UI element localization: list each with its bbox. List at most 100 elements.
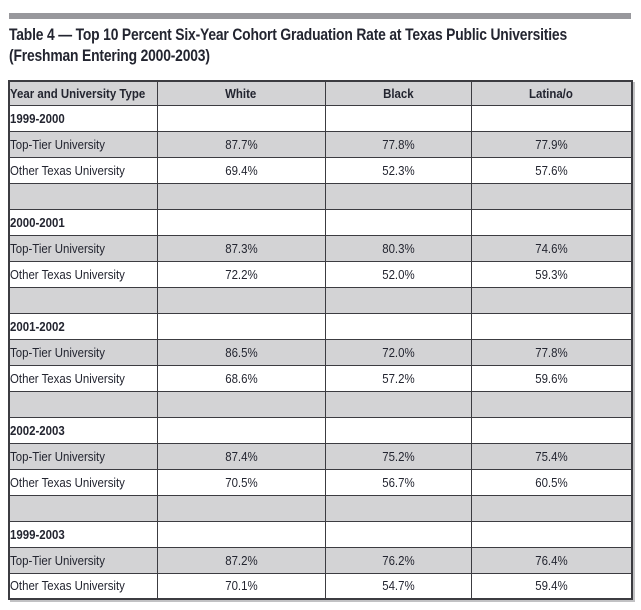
table-row: Top-Tier University 87.7% 77.8% 77.9% <box>8 130 633 158</box>
value: 59.4% <box>535 578 568 594</box>
year-cell: 2000-2001 <box>8 208 158 236</box>
value-cell-black: 72.0% <box>324 338 472 366</box>
value-cell-white: 87.7% <box>156 130 326 158</box>
empty-cell <box>470 494 633 522</box>
table-row: Top-Tier University 87.4% 75.2% 75.4% <box>8 442 633 470</box>
value: 59.3% <box>535 266 568 282</box>
empty-cell <box>156 494 326 522</box>
year-label: 2002-2003 <box>10 422 65 438</box>
table-row: Top-Tier University 87.2% 76.2% 76.4% <box>8 546 633 574</box>
spacer-row <box>8 286 633 314</box>
value-cell-black: 57.2% <box>324 364 472 392</box>
value-cell-black: 75.2% <box>324 442 472 470</box>
value: 87.4% <box>224 448 258 464</box>
value-cell-latinao: 75.4% <box>470 442 633 470</box>
empty-cell <box>156 286 326 314</box>
table-row: Top-Tier University 86.5% 72.0% 77.8% <box>8 338 633 366</box>
spacer-row <box>8 494 633 522</box>
empty-cell <box>324 286 472 314</box>
row-label-cell: Other Texas University <box>8 156 158 184</box>
value-cell-black: 56.7% <box>324 468 472 496</box>
value-cell-black: 52.0% <box>324 260 472 288</box>
empty-cell <box>324 416 472 444</box>
empty-cell <box>156 312 326 340</box>
spacer-row <box>8 182 633 210</box>
empty-cell <box>324 390 472 418</box>
empty-cell <box>156 390 326 418</box>
row-label: Other Texas University <box>10 266 125 282</box>
empty-cell <box>470 416 633 444</box>
table-row: Other Texas University 70.1% 54.7% 59.4% <box>8 572 633 600</box>
value: 57.6% <box>535 162 568 178</box>
value-cell-white: 87.2% <box>156 546 326 574</box>
empty-cell <box>324 312 472 340</box>
empty-cell <box>470 390 633 418</box>
value: 80.3% <box>381 240 415 256</box>
year-cell: 2001-2002 <box>8 312 158 340</box>
empty-cell <box>470 104 633 132</box>
row-label: Other Texas University <box>10 474 125 490</box>
empty-cell <box>156 520 326 548</box>
header-black: Black <box>324 80 472 106</box>
year-row: 1999-2003 <box>8 520 633 548</box>
value: 72.2% <box>224 266 258 282</box>
row-label: Other Texas University <box>10 370 125 386</box>
header-white: White <box>156 80 326 106</box>
value: 86.5% <box>224 344 258 360</box>
row-label: Other Texas University <box>10 162 125 178</box>
row-label-cell: Top-Tier University <box>8 338 158 366</box>
value-cell-latinao: 59.3% <box>470 260 633 288</box>
empty-cell <box>8 390 158 418</box>
value: 76.4% <box>535 552 568 568</box>
header-label: Latina/o <box>529 85 574 101</box>
header-year-university-type: Year and University Type <box>8 80 158 106</box>
empty-cell <box>470 208 633 236</box>
row-label-cell: Other Texas University <box>8 364 158 392</box>
value-cell-white: 87.4% <box>156 442 326 470</box>
value: 60.5% <box>535 474 568 490</box>
value-cell-white: 70.1% <box>156 572 326 600</box>
table-row: Other Texas University 68.6% 57.2% 59.6% <box>8 364 633 392</box>
graduation-rate-table: Year and University Type White Black Lat… <box>8 80 633 600</box>
empty-cell <box>324 494 472 522</box>
empty-cell <box>156 182 326 210</box>
value: 75.4% <box>535 448 568 464</box>
year-label: 2000-2001 <box>10 214 65 230</box>
table-title-line2: (Freshman Entering 2000-2003) <box>9 47 210 65</box>
row-label-cell: Other Texas University <box>8 468 158 496</box>
value: 72.0% <box>381 344 415 360</box>
row-label-cell: Other Texas University <box>8 260 158 288</box>
row-label-cell: Top-Tier University <box>8 130 158 158</box>
row-label: Top-Tier University <box>10 240 105 256</box>
row-label: Other Texas University <box>10 578 125 594</box>
value: 52.3% <box>381 162 415 178</box>
value-cell-black: 76.2% <box>324 546 472 574</box>
value: 75.2% <box>381 448 415 464</box>
value-cell-black: 80.3% <box>324 234 472 262</box>
row-label-cell: Other Texas University <box>8 572 158 600</box>
year-label: 1999-2003 <box>10 526 65 542</box>
value: 87.3% <box>224 240 258 256</box>
value: 77.8% <box>535 344 568 360</box>
year-cell: 1999-2000 <box>8 104 158 132</box>
row-label: Top-Tier University <box>10 448 105 464</box>
value-cell-latinao: 59.4% <box>470 572 633 600</box>
year-row: 1999-2000 <box>8 104 633 132</box>
empty-cell <box>8 182 158 210</box>
value: 70.5% <box>224 474 258 490</box>
empty-cell <box>470 520 633 548</box>
table-title: Table 4 — Top 10 Percent Six-Year Cohort… <box>9 25 641 67</box>
empty-cell <box>156 104 326 132</box>
empty-cell <box>470 312 633 340</box>
header-row: Year and University Type White Black Lat… <box>8 80 633 106</box>
empty-cell <box>470 286 633 314</box>
empty-cell <box>324 520 472 548</box>
value: 77.8% <box>381 136 415 152</box>
value: 77.9% <box>535 136 568 152</box>
row-label: Top-Tier University <box>10 136 105 152</box>
row-label: Top-Tier University <box>10 552 105 568</box>
header-label: Black <box>382 85 414 101</box>
year-label: 2001-2002 <box>10 318 65 334</box>
empty-cell <box>8 494 158 522</box>
